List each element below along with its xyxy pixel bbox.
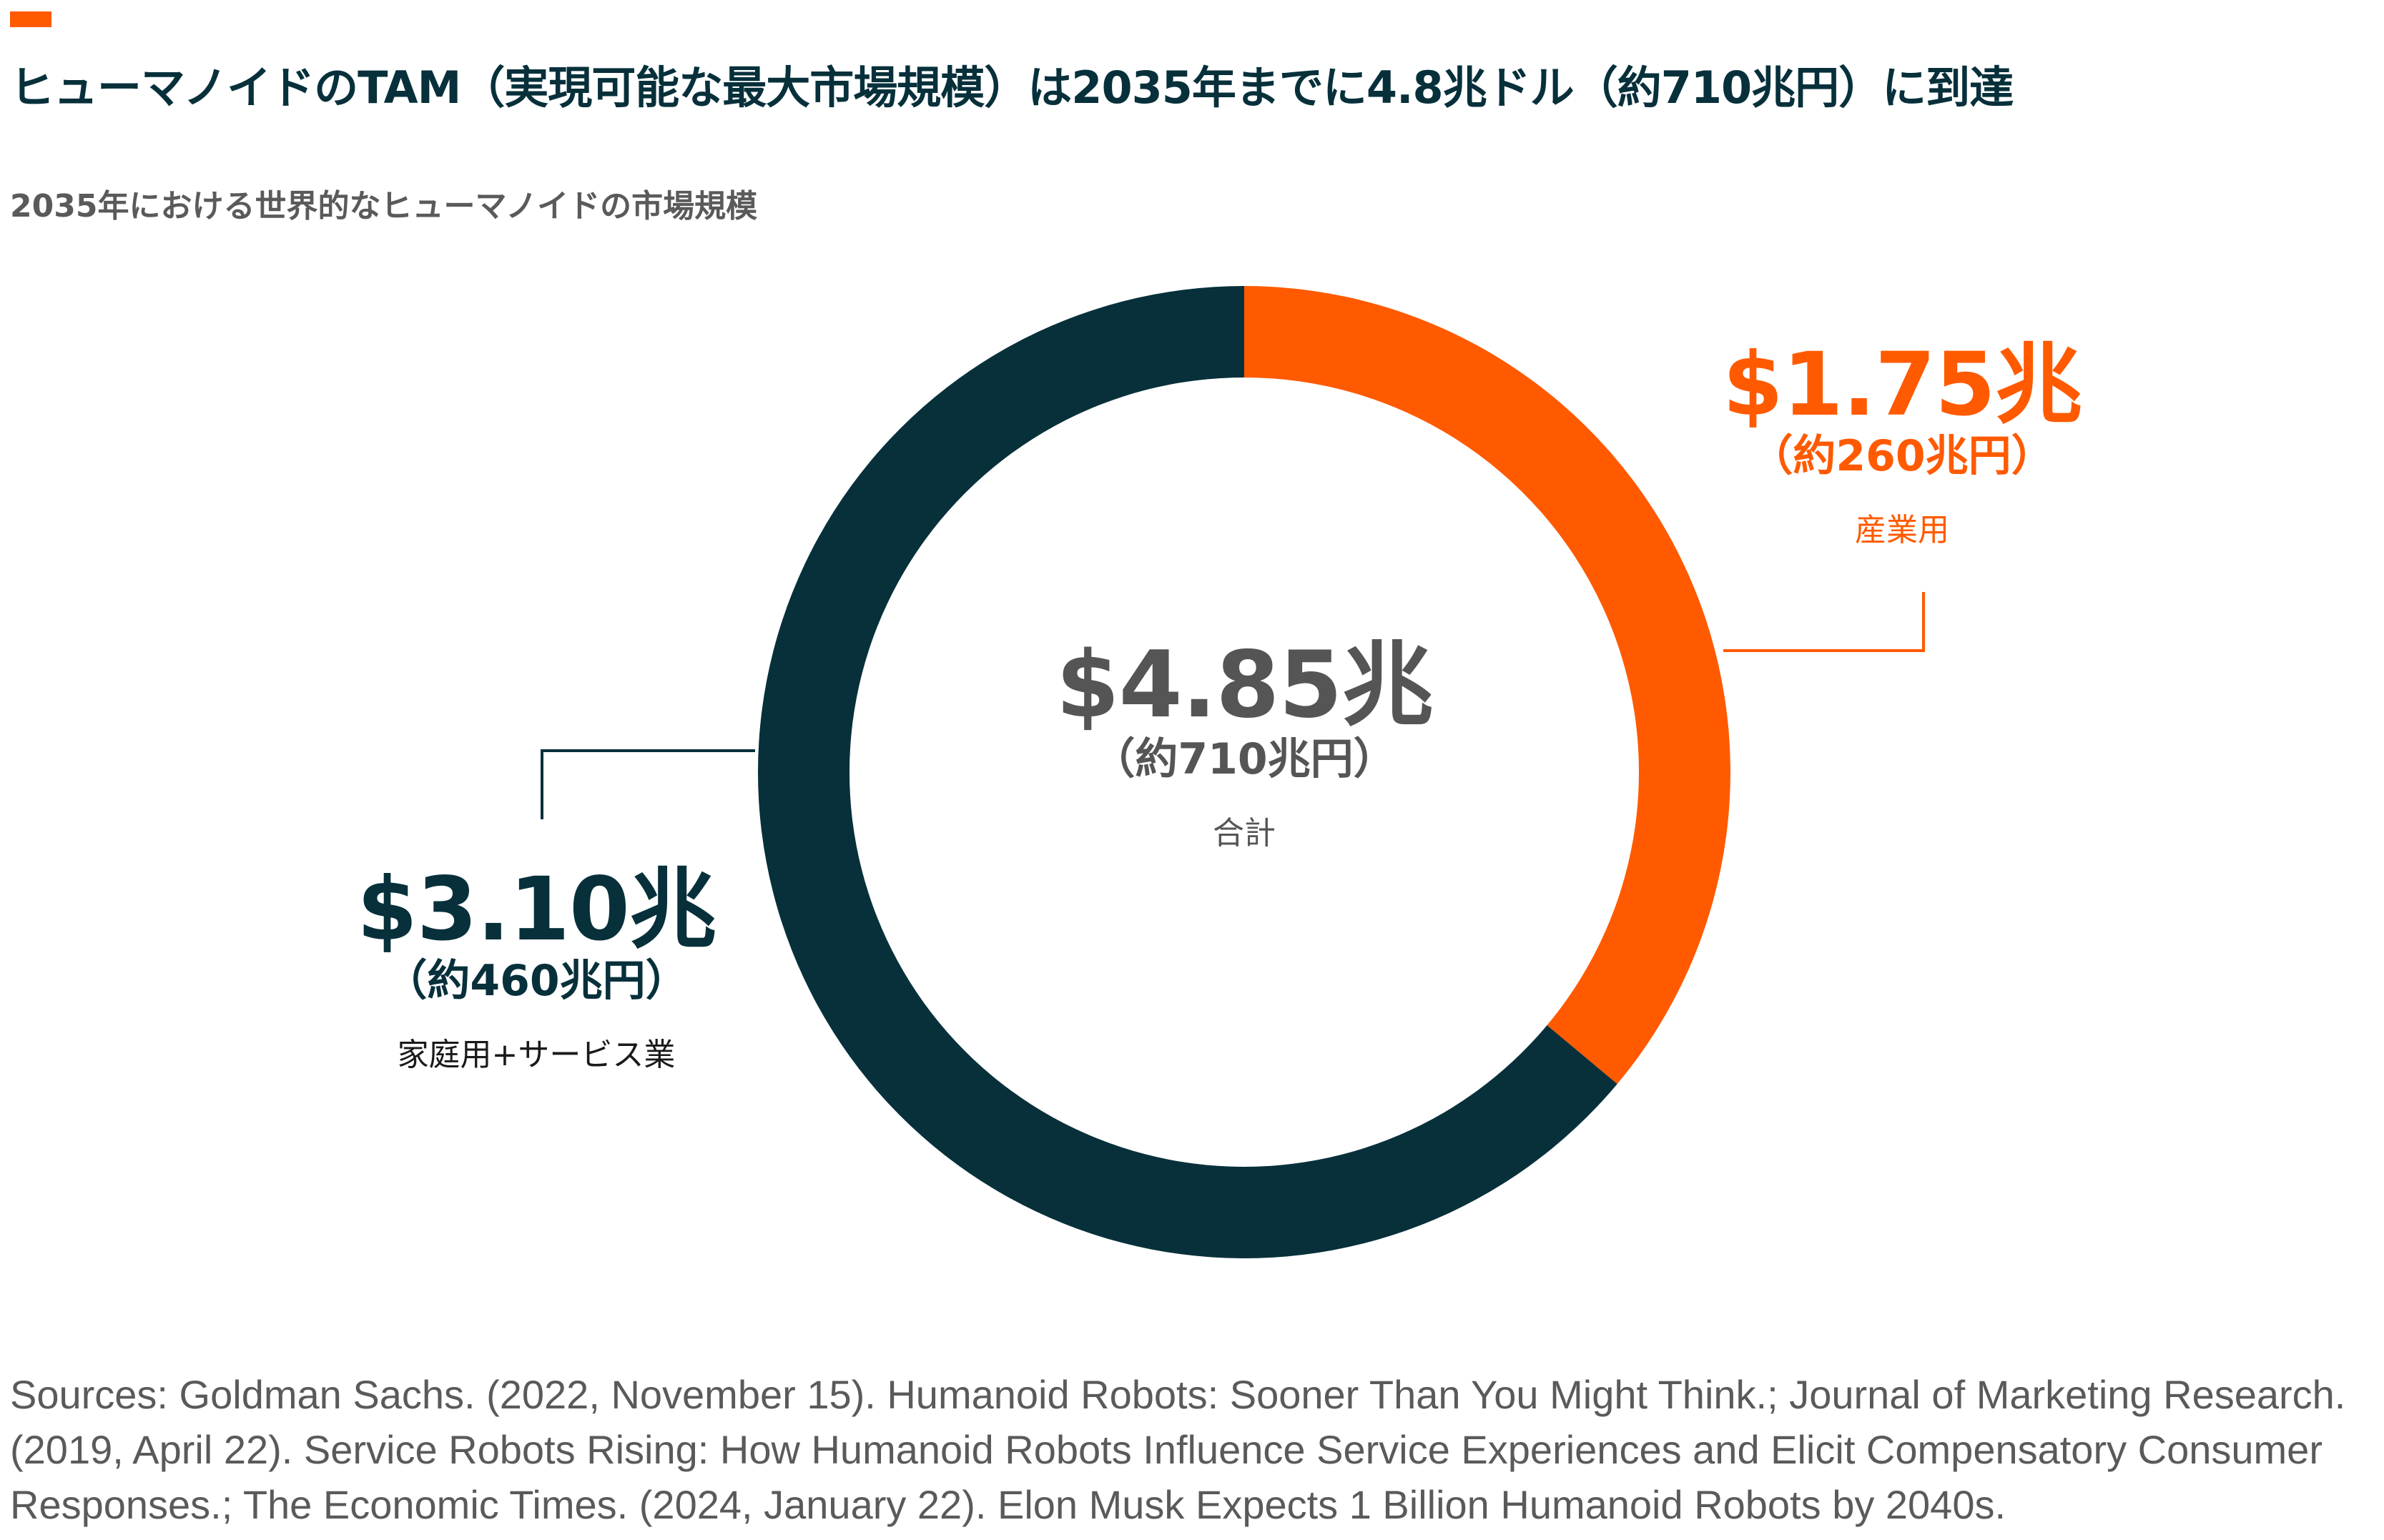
industrial-yen: （約260兆円） [1750,431,2054,482]
chart-subtitle: 2035年における世界的なヒューマノイドの市場規模 [10,188,758,224]
leader-industrial [1723,592,1925,652]
leader-home-service [541,749,755,819]
home-service-name: 家庭用+サービス業 [397,1037,676,1074]
accent-bar [10,11,51,27]
industrial-label: $1.75兆 （約260兆円） 産業用 [1688,339,2117,550]
total-value: $4.85兆 [1055,632,1434,739]
industrial-value: $1.75兆 [1723,334,2082,435]
industrial-name: 産業用 [1855,512,1949,549]
total-caption: 合計 [1213,815,1276,852]
chart-title: ヒューマノイドのTAM（実現可能な最大市場規模）は2035年までに4.8兆ドル（… [10,61,2014,114]
home-service-value: $3.10兆 [357,859,716,960]
home-service-label: $3.10兆 （約460兆円） 家庭用+サービス業 [307,864,765,1075]
donut-slices [757,286,1730,1258]
donut-slice-0 [1244,286,1730,1085]
sources-note: Sources: Goldman Sachs. (2022, November … [10,1372,2346,1527]
total-label: $4.85兆 （約710兆円） 合計 [1015,632,1473,853]
home-service-yen: （約460兆円） [384,956,689,1007]
leader-lines [541,592,1925,819]
total-yen: （約710兆円） [1092,734,1397,785]
donut-slice-1 [757,286,1617,1258]
